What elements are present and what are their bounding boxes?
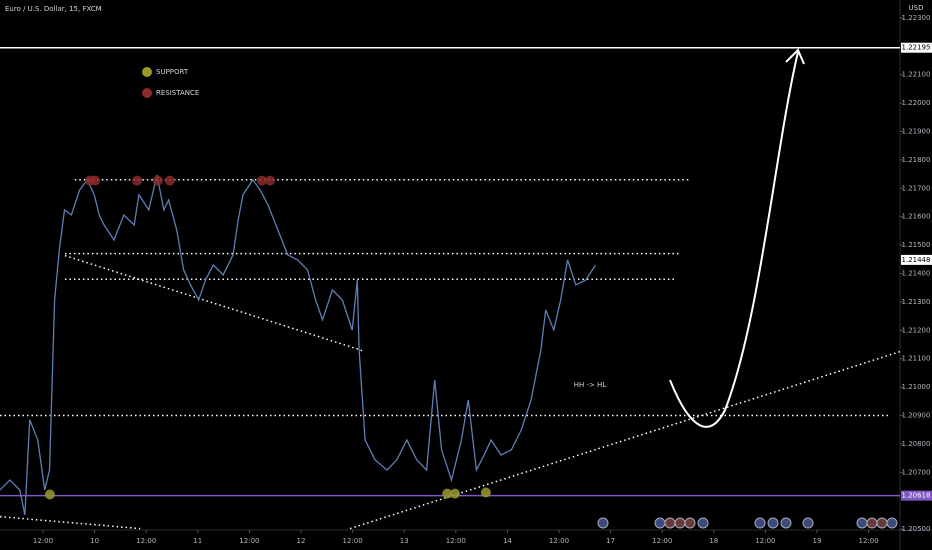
x-tick-label: 11 <box>193 537 202 545</box>
x-tick-label: 12:00 <box>549 537 569 545</box>
dotted-line <box>0 515 141 530</box>
x-tick-label: 12:00 <box>136 537 156 545</box>
y-tick-label: 1.21100 <box>902 355 931 363</box>
event-icon <box>866 517 878 529</box>
x-tick-label: 12:00 <box>859 537 879 545</box>
event-icon <box>886 517 898 529</box>
event-icon <box>767 517 779 529</box>
event-icon <box>654 517 666 529</box>
event-icon <box>876 517 888 529</box>
resistance-marker <box>265 175 276 186</box>
y-tick-label: 1.21300 <box>902 298 931 306</box>
price-line <box>0 174 597 516</box>
event-icon <box>674 517 686 529</box>
x-tick-label: 12:00 <box>652 537 672 545</box>
y-tick-label: 1.20700 <box>902 468 931 476</box>
x-tick-label: 12:00 <box>755 537 775 545</box>
price-label-box <box>901 490 932 501</box>
y-tick-label: 1.21400 <box>902 270 931 278</box>
event-icon <box>780 517 792 529</box>
price-label-box <box>901 42 932 53</box>
legend-swatch <box>142 67 152 77</box>
x-tick-label: 12 <box>297 537 306 545</box>
event-icon <box>597 517 609 529</box>
support-marker <box>442 488 453 499</box>
y-tick-label: 1.20500 <box>902 525 931 533</box>
annotation: HH -> HL <box>574 381 607 389</box>
y-tick-label: 1.22300 <box>902 14 931 22</box>
x-tick-label: 12:00 <box>343 537 363 545</box>
price-tag-label: 1.21448 <box>902 256 931 264</box>
event-icon <box>754 517 766 529</box>
price-tag-box <box>901 254 932 265</box>
x-tick-label: 13 <box>400 537 409 545</box>
event-icon <box>697 517 709 529</box>
event-icon <box>664 517 676 529</box>
chart-title: Euro / U.S. Dollar, 15, FXCM <box>5 5 102 13</box>
x-tick-label: 10 <box>90 537 99 545</box>
y-tick-label: 1.22000 <box>902 99 931 107</box>
dotted-line <box>349 350 901 530</box>
y-tick-label: 1.20800 <box>902 440 931 448</box>
y-tick-label: 1.22100 <box>902 71 931 79</box>
y-tick-label: 1.20900 <box>902 412 931 420</box>
x-tick-label: 19 <box>813 537 822 545</box>
support-marker <box>44 489 55 500</box>
arrow-head <box>785 48 805 65</box>
resistance-marker <box>90 175 101 186</box>
y-axis-label: USD <box>909 4 924 12</box>
resistance-marker <box>164 175 175 186</box>
x-tick-label: 12:00 <box>239 537 259 545</box>
x-tick-label: 17 <box>606 537 615 545</box>
x-tick-label: 18 <box>709 537 718 545</box>
resistance-marker <box>132 175 143 186</box>
event-icon <box>684 517 696 529</box>
support-marker <box>480 487 491 498</box>
price-label: 1.22195 <box>902 44 931 52</box>
y-tick-label: 1.21900 <box>902 128 931 136</box>
legend-label: RESISTANCE <box>156 89 199 97</box>
y-tick-label: 1.21700 <box>902 184 931 192</box>
event-icon <box>802 517 814 529</box>
resistance-marker <box>152 175 163 186</box>
resistance-marker <box>256 175 267 186</box>
event-icons <box>597 517 898 529</box>
legend-label: SUPPORT <box>156 68 189 76</box>
y-tick-label: 1.21200 <box>902 326 931 334</box>
event-icon <box>856 517 868 529</box>
y-tick-label: 1.21500 <box>902 241 931 249</box>
y-tick-label: 1.21800 <box>902 156 931 164</box>
dotted-line <box>64 254 363 352</box>
price-label: 1.20618 <box>902 492 931 500</box>
legend-swatch <box>142 88 152 98</box>
projection-arrow <box>669 51 799 428</box>
support-marker <box>449 488 460 499</box>
x-tick-label: 12:00 <box>33 537 53 545</box>
x-tick-label: 14 <box>503 537 512 545</box>
y-tick-label: 1.21600 <box>902 213 931 221</box>
y-tick-label: 1.21000 <box>902 383 931 391</box>
x-tick-label: 12:00 <box>446 537 466 545</box>
